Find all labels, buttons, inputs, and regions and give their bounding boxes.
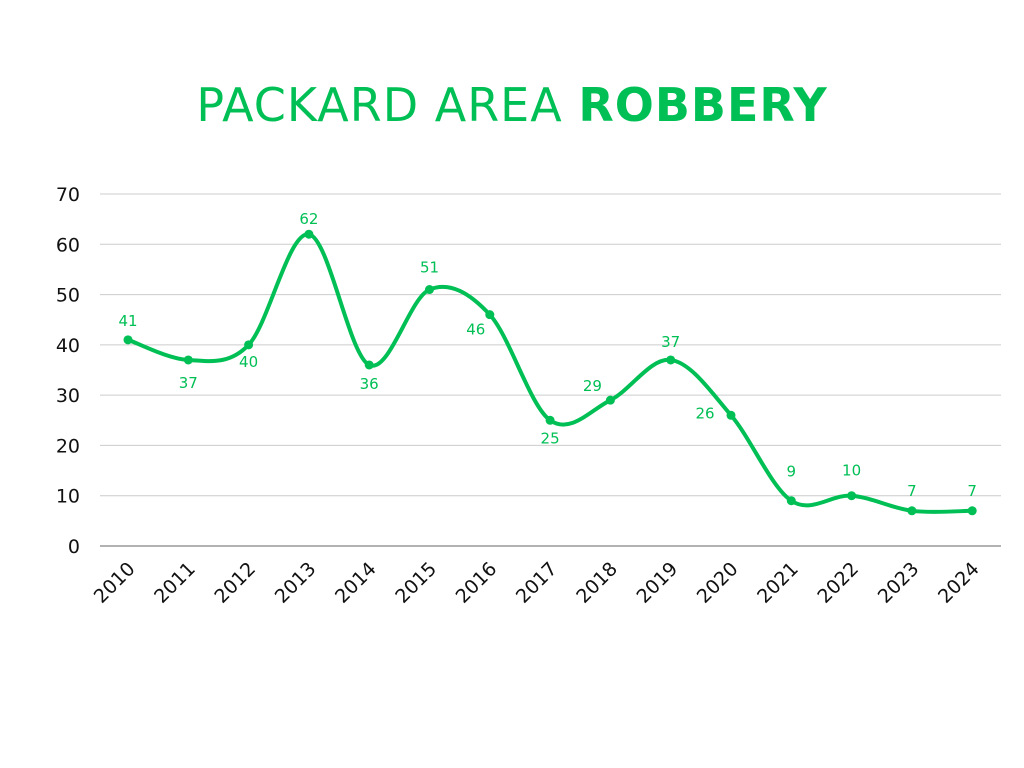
data-point bbox=[847, 491, 857, 501]
data-label: 46 bbox=[466, 321, 485, 339]
data-label: 26 bbox=[695, 404, 714, 422]
data-label: 7 bbox=[907, 482, 917, 500]
x-tick-label: 2014 bbox=[331, 558, 381, 608]
x-tick-label: 2012 bbox=[210, 558, 260, 608]
title-bold: ROBBERY bbox=[578, 78, 828, 132]
data-label: 51 bbox=[420, 259, 439, 277]
x-tick-label: 2011 bbox=[150, 558, 200, 608]
y-tick-label: 0 bbox=[68, 536, 80, 558]
chart-title: PACKARD AREA ROBBERY bbox=[0, 78, 1024, 132]
x-tick-label: 2016 bbox=[452, 558, 502, 608]
data-point bbox=[605, 395, 615, 405]
x-tick-label: 2022 bbox=[813, 558, 863, 608]
x-tick-label: 2020 bbox=[693, 558, 743, 608]
x-tick-label: 2015 bbox=[391, 558, 441, 608]
data-label: 36 bbox=[360, 375, 379, 393]
data-point bbox=[666, 355, 676, 365]
x-tick-label: 2021 bbox=[753, 558, 803, 608]
y-tick-label: 50 bbox=[56, 285, 80, 307]
x-tick-label: 2024 bbox=[934, 558, 984, 608]
y-tick-label: 40 bbox=[56, 335, 80, 357]
y-tick-label: 10 bbox=[56, 486, 80, 508]
x-tick-label: 2013 bbox=[271, 558, 321, 608]
y-tick-label: 20 bbox=[56, 435, 80, 457]
data-point bbox=[786, 496, 796, 506]
title-regular: PACKARD AREA bbox=[196, 78, 563, 132]
x-tick-label: 2017 bbox=[512, 558, 562, 608]
data-point bbox=[545, 415, 555, 425]
x-tick-label: 2010 bbox=[90, 558, 140, 608]
x-tick-label: 2019 bbox=[632, 558, 682, 608]
y-tick-label: 30 bbox=[56, 385, 80, 407]
data-label: 37 bbox=[179, 374, 198, 392]
data-label: 62 bbox=[299, 210, 318, 228]
data-label: 40 bbox=[239, 353, 258, 371]
data-point bbox=[123, 335, 133, 345]
data-label: 37 bbox=[661, 333, 680, 351]
series-line bbox=[126, 232, 975, 514]
data-label: 10 bbox=[842, 462, 861, 480]
data-point bbox=[244, 340, 254, 350]
data-point bbox=[304, 229, 314, 239]
data-point bbox=[425, 285, 434, 295]
data-label: 41 bbox=[118, 312, 137, 330]
x-tick-label: 2018 bbox=[572, 558, 622, 608]
data-point bbox=[967, 506, 977, 516]
data-point bbox=[364, 360, 374, 370]
data-point bbox=[485, 310, 495, 320]
x-tick-label: 2023 bbox=[874, 558, 924, 608]
data-label: 29 bbox=[583, 377, 602, 395]
data-point bbox=[726, 410, 736, 420]
data-label: 7 bbox=[967, 482, 977, 500]
data-point bbox=[907, 506, 917, 516]
data-label: 25 bbox=[541, 429, 560, 447]
y-tick-label: 60 bbox=[56, 234, 80, 256]
data-point bbox=[183, 355, 193, 365]
y-tick-label: 70 bbox=[56, 184, 80, 206]
data-label: 9 bbox=[787, 463, 797, 481]
